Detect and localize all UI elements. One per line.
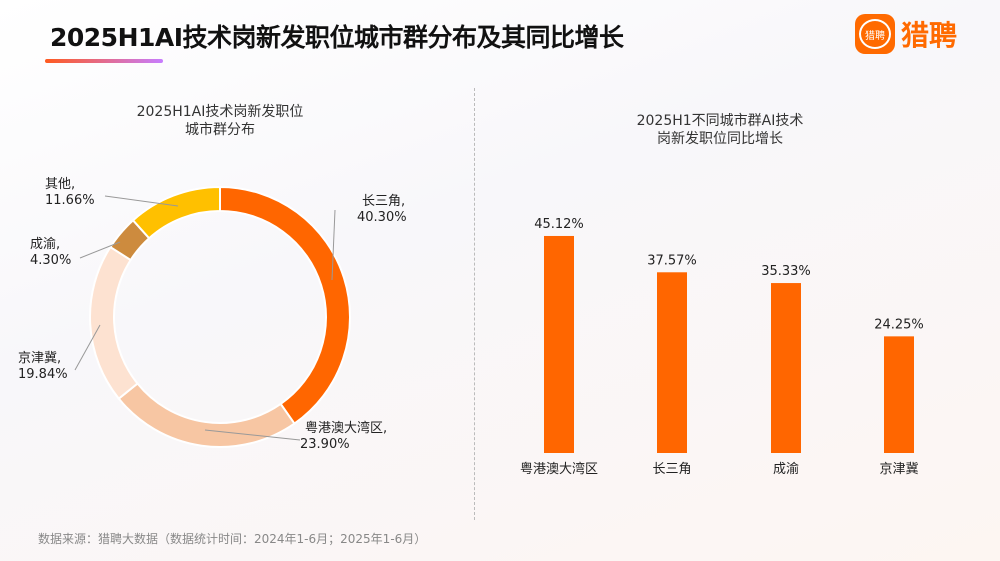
logo-icon: 猎聘 [855,14,895,54]
leader-line-1 [204,429,301,441]
data-source: 数据来源：猎聘大数据（数据统计时间：2024年1-6月；2025年1-6月） [38,532,427,546]
leader-line-0 [331,209,336,281]
donut-title-line2: 城市群分布 [185,122,255,138]
logo-icon-text: 猎聘 [859,19,891,49]
donut-slice-0 [219,185,351,425]
slice-label-1: 粤港澳大湾区, [305,420,387,436]
donut-slice-2 [89,245,139,401]
liepin-logo: 猎聘 猎聘 [855,14,957,54]
bar-1 [657,272,687,453]
title-underline [45,59,163,63]
leader-line-4 [104,195,179,207]
leader-line-2 [74,324,101,371]
bar-title-line2: 岗新发职位同比增长 [657,131,783,147]
bar-value-label-0: 45.12% [534,217,584,232]
bar-category-label-3: 京津冀 [879,461,918,477]
slice-label-4: 其他, [45,177,75,192]
leader-line-3 [79,241,121,259]
slice-value-1: 23.90% [300,437,350,452]
donut-title-line1: 2025H1AI技术岗新发职位 [136,104,304,120]
donut-slice-4 [131,185,221,240]
bar-value-label-1: 37.57% [647,253,697,268]
divider [474,88,475,520]
slice-label-0: 长三角, [362,194,405,209]
slice-value-0: 40.30% [357,210,407,225]
bar-3 [884,336,914,453]
logo-text: 猎聘 [901,19,958,52]
slice-label-2: 京津冀, [18,350,61,366]
bar-value-label-2: 35.33% [761,264,811,279]
donut-title: 2025H1AI技术岗新发职位 城市群分布 [110,103,330,139]
bar-0 [544,235,574,453]
bar-category-label-0: 粤港澳大湾区 [520,461,598,477]
slice-label-3: 成渝, [30,236,60,252]
slice-value-3: 4.30% [30,253,71,268]
bar-title: 2025H1不同城市群AI技术 岗新发职位同比增长 [600,112,840,148]
slice-value-4: 11.66% [45,193,95,208]
donut-slice-1 [117,382,296,448]
bar-2 [771,283,801,453]
page-title: 2025H1AI技术岗新发职位城市群分布及其同比增长 [50,23,624,52]
bar-title-line1: 2025H1不同城市群AI技术 [636,113,804,129]
slice-value-2: 19.84% [18,367,68,382]
bar-category-label-2: 成渝 [773,461,799,477]
bar-category-label-1: 长三角 [652,462,691,477]
bar-value-label-3: 24.25% [874,317,924,332]
